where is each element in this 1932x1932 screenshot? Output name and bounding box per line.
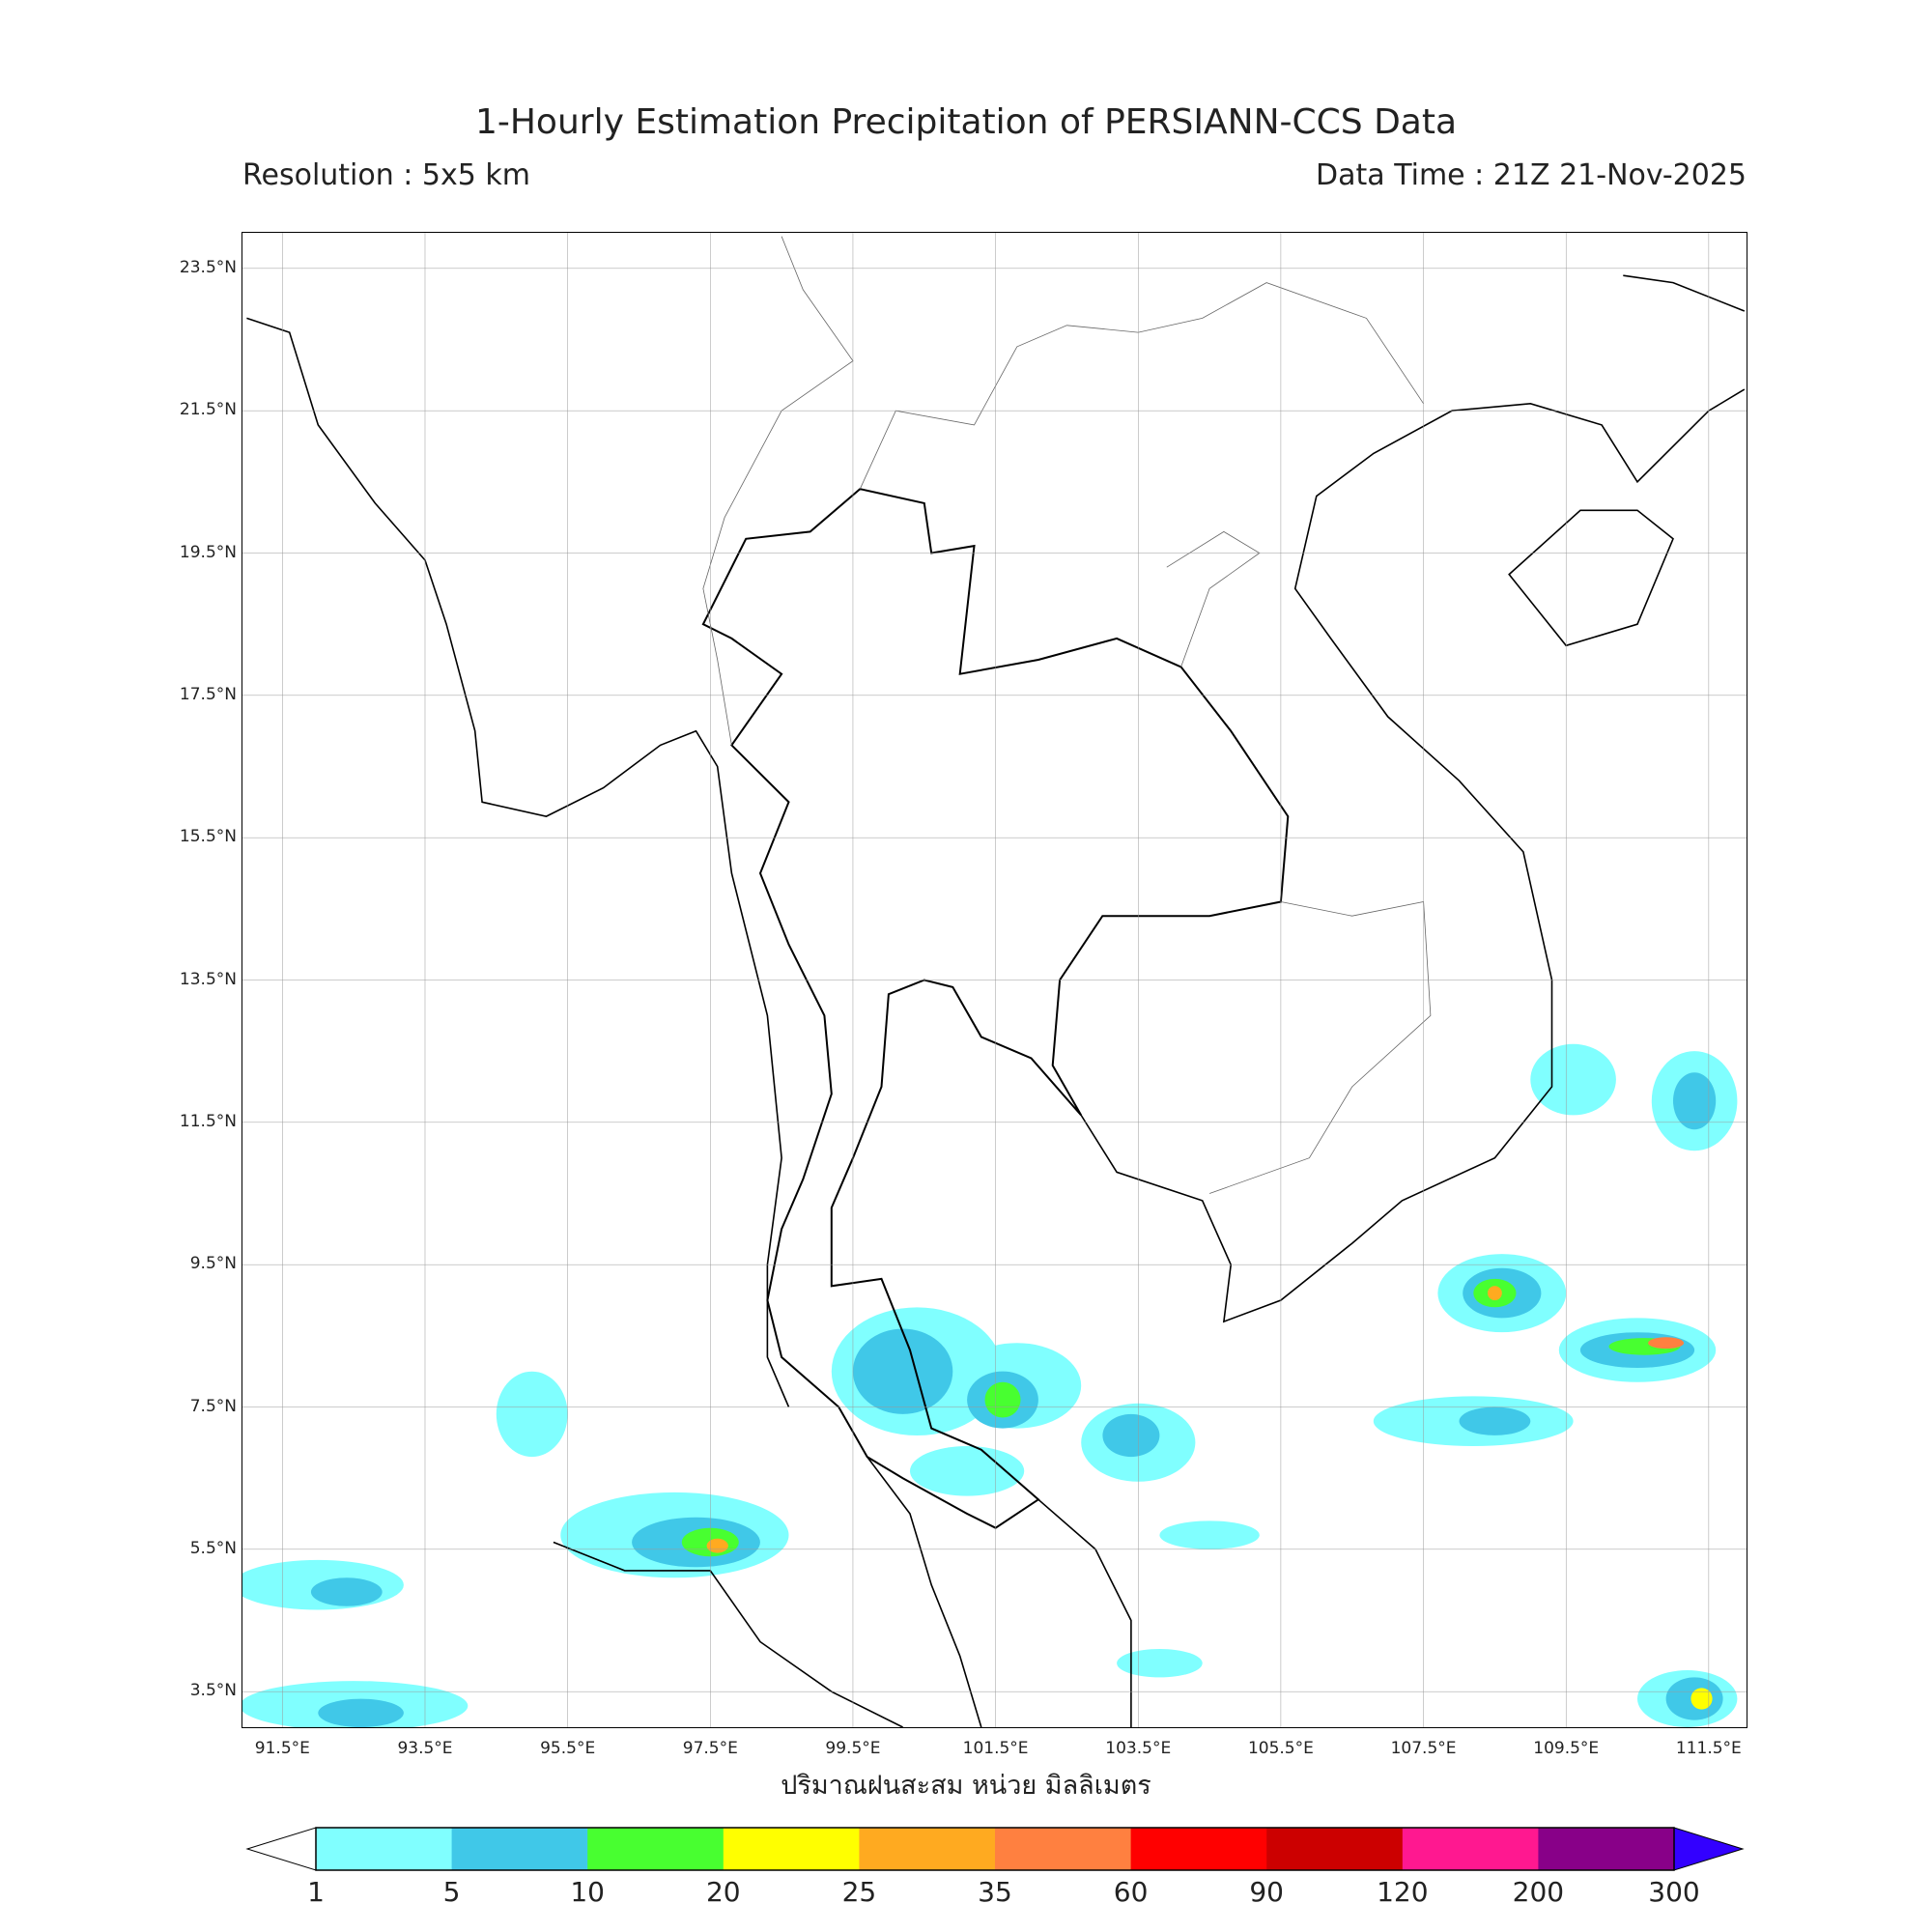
colorbar-segment	[1130, 1828, 1267, 1870]
colorbar-tick-label: 20	[705, 1876, 741, 1908]
colorbar-tick-label: 1	[307, 1876, 325, 1908]
colorbar-frame	[315, 1827, 1675, 1871]
colorbar-segment	[1538, 1828, 1675, 1870]
rain-area	[1102, 1413, 1160, 1458]
coastline	[246, 317, 790, 1407]
lat-tick-label: 23.5°N	[179, 257, 237, 277]
rain-area	[310, 1577, 383, 1606]
colorbar-tick-label: 60	[1113, 1876, 1149, 1908]
lon-tick-label: 107.5°E	[1390, 1739, 1457, 1758]
colorbar-segment	[723, 1828, 860, 1870]
thailand-outline	[701, 488, 1290, 1529]
lat-tick-label: 7.5°N	[189, 1396, 237, 1416]
border	[702, 236, 854, 746]
rain-area	[1690, 1688, 1713, 1710]
colorbar-tick-label: 5	[442, 1876, 461, 1908]
lat-tick-label: 13.5°N	[179, 969, 237, 989]
rain-area	[1459, 1406, 1531, 1435]
coastline	[1623, 274, 1746, 312]
coastlines	[246, 274, 1746, 1727]
lon-tick-label: 109.5°E	[1533, 1739, 1600, 1758]
border	[1208, 901, 1432, 1194]
resolution-label: Resolution : 5x5 km	[242, 158, 530, 192]
colorbar-segment	[1402, 1828, 1539, 1870]
colorbar-under-arrow	[245, 1827, 317, 1871]
country-borders	[702, 236, 1432, 1194]
rain-area	[1117, 1649, 1203, 1678]
colorbar-segment	[451, 1828, 588, 1870]
rain-area	[1488, 1286, 1502, 1300]
lon-tick-label: 111.5°E	[1675, 1739, 1742, 1758]
coastline	[867, 1456, 982, 1727]
colorbar-segment	[587, 1828, 724, 1870]
lat-tick-label: 9.5°N	[189, 1254, 237, 1274]
chart-title: 1-Hourly Estimation Precipitation of PER…	[474, 102, 1458, 142]
data-time-label: Data Time : 21Z 21-Nov-2025	[1316, 158, 1747, 192]
coastline	[1080, 388, 1746, 1323]
rain-area	[1648, 1337, 1685, 1350]
colorbar-tick-label: 300	[1648, 1876, 1700, 1908]
colorbar-tick-label: 25	[841, 1876, 877, 1908]
lon-tick-label: 99.5°E	[825, 1739, 881, 1758]
coastline	[1037, 1498, 1132, 1727]
lat-tick-label: 11.5°N	[179, 1111, 237, 1131]
colorbar	[245, 1827, 1745, 1871]
colorbar-tick-label: 120	[1377, 1876, 1429, 1908]
lat-tick-label: 5.5°N	[189, 1538, 237, 1558]
rain-area	[496, 1371, 568, 1458]
colorbar-tick-label: 200	[1512, 1876, 1565, 1908]
colorbar-over-arrow	[1673, 1827, 1745, 1871]
colorbar-segment	[316, 1828, 453, 1870]
rain-area	[1673, 1072, 1717, 1130]
lon-tick-label: 91.5°E	[254, 1739, 310, 1758]
rain-area	[1530, 1043, 1616, 1116]
lat-tick-label: 3.5°N	[189, 1681, 237, 1701]
lon-tick-label: 105.5°E	[1247, 1739, 1314, 1758]
gridlines	[242, 233, 1747, 1727]
lon-tick-label: 95.5°E	[540, 1739, 596, 1758]
lat-tick-label: 17.5°N	[179, 684, 237, 704]
precipitation-map	[242, 232, 1747, 1728]
rain-area	[984, 1381, 1021, 1418]
colorbar-tick-label: 90	[1249, 1876, 1284, 1908]
rain-area	[852, 1328, 953, 1414]
coastline	[553, 1541, 903, 1727]
colorbar-label: ปริมาณฝนสะสม หน่วย มิลลิเมตร	[781, 1771, 1151, 1801]
lon-tick-label: 93.5°E	[397, 1739, 453, 1758]
colorbar-tick-label: 35	[978, 1876, 1012, 1908]
precipitation-areas	[242, 1043, 1738, 1727]
border	[1166, 530, 1261, 668]
lon-tick-label: 101.5°E	[962, 1739, 1029, 1758]
lat-tick-label: 15.5°N	[179, 827, 237, 847]
colorbar-tick-label: 10	[570, 1876, 605, 1908]
lon-tick-label: 103.5°E	[1105, 1739, 1172, 1758]
colorbar-segment	[859, 1828, 996, 1870]
lat-tick-label: 19.5°N	[179, 542, 237, 562]
rain-area	[706, 1538, 728, 1553]
rain-area	[1159, 1520, 1260, 1549]
border	[859, 282, 1424, 490]
colorbar-segment	[1266, 1828, 1404, 1870]
rain-area	[318, 1698, 404, 1727]
lat-tick-label: 21.5°N	[179, 400, 237, 420]
colorbar-segment	[995, 1828, 1132, 1870]
lon-tick-label: 97.5°E	[682, 1739, 738, 1758]
hainan-outline	[1508, 509, 1674, 647]
